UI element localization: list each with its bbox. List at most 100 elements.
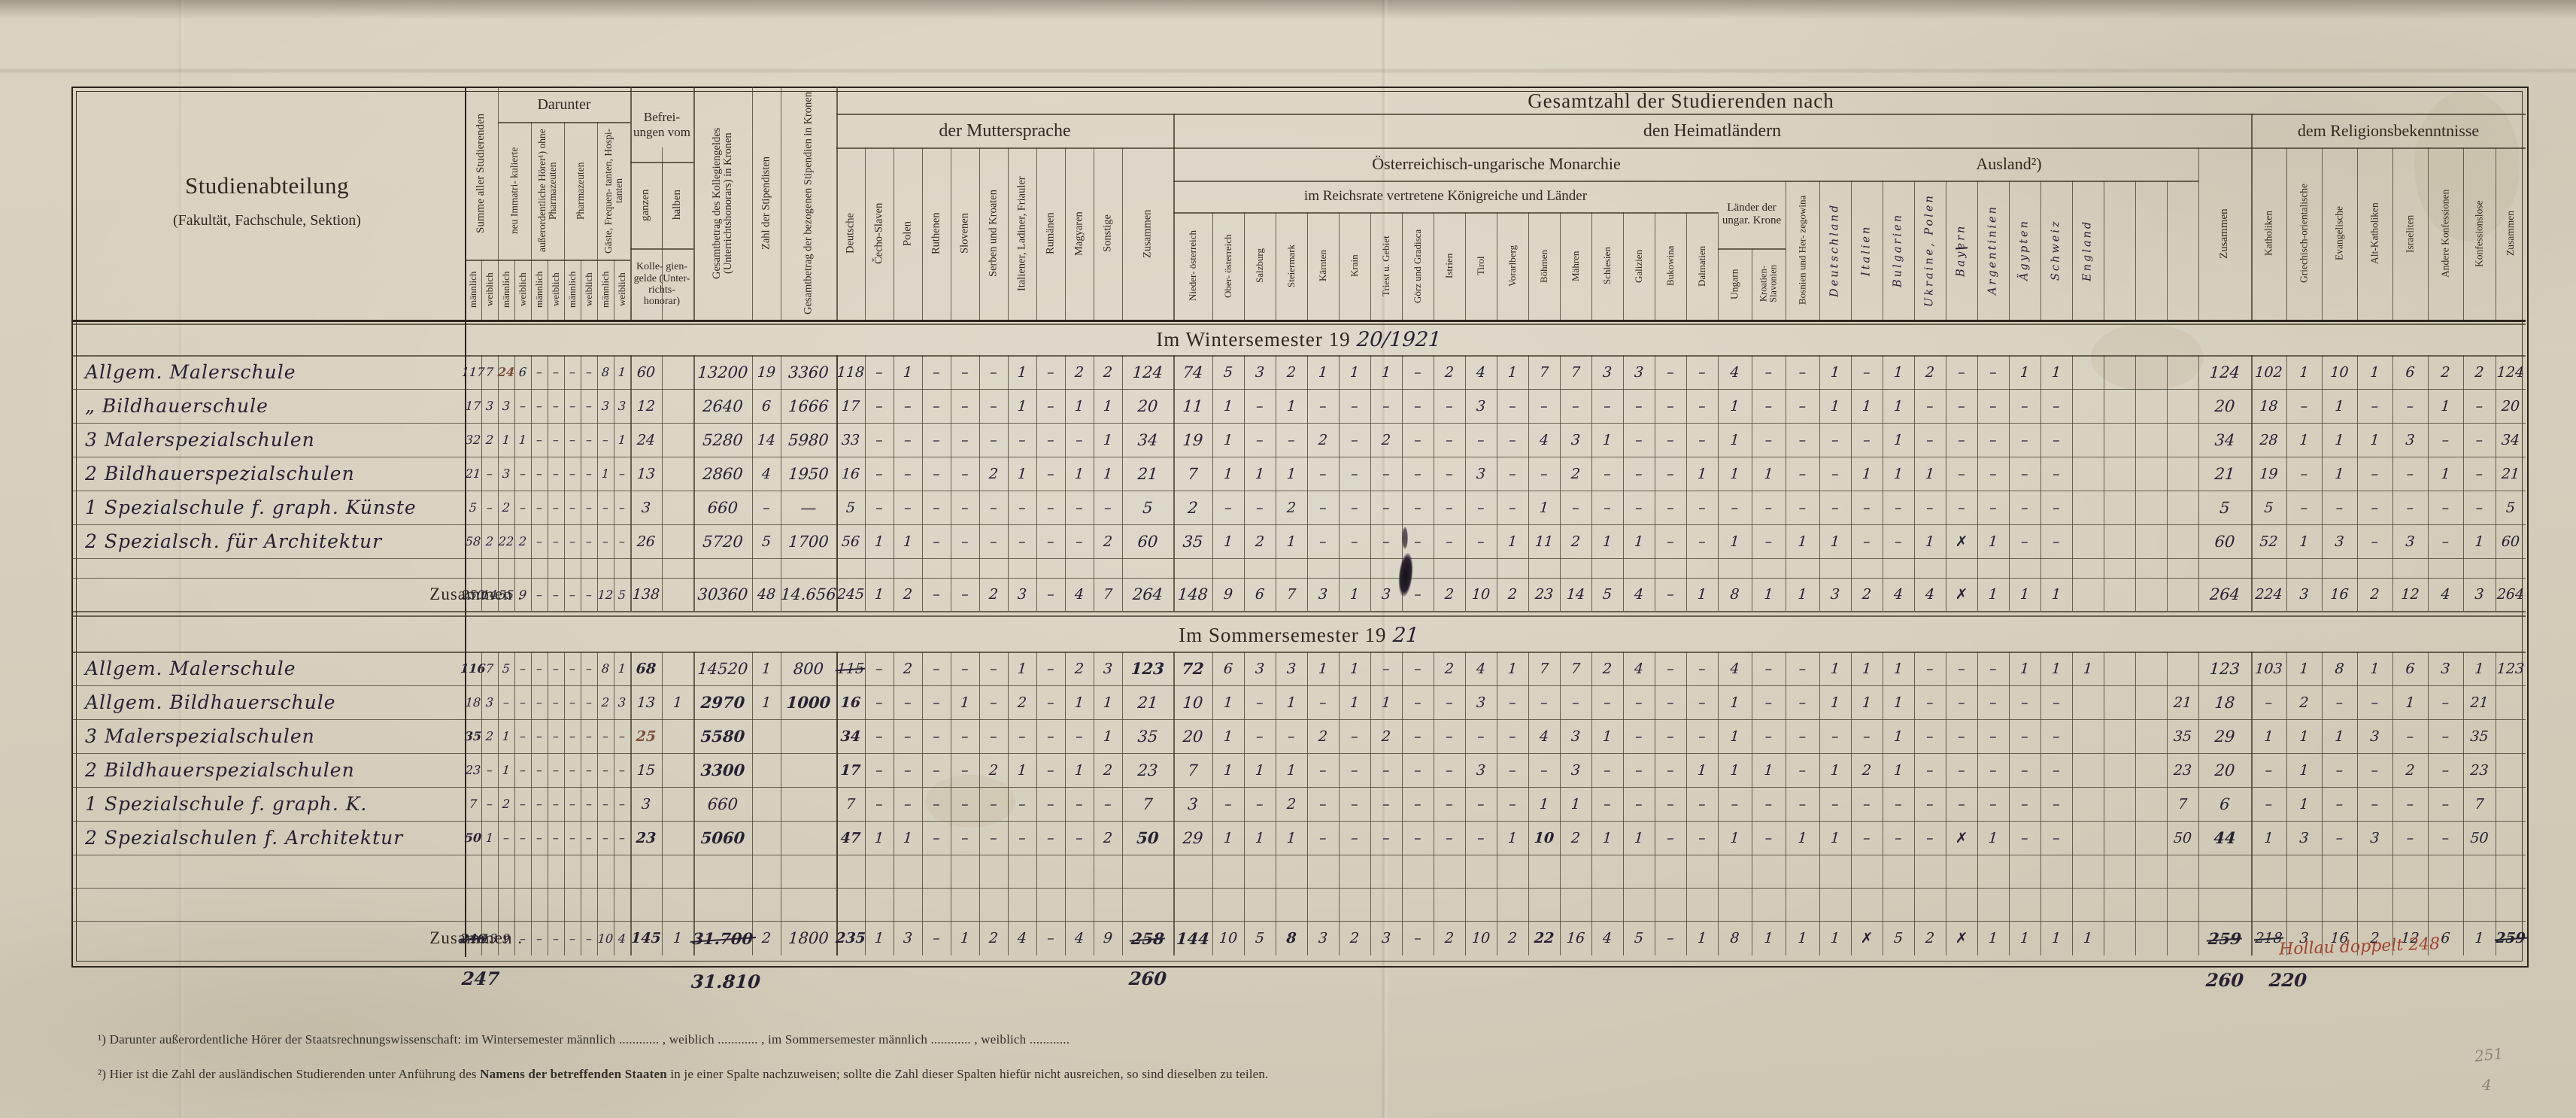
grid-line-vertical [2286,652,2287,955]
grid-line-vertical [2167,355,2168,611]
grid-line-vertical [1173,114,1175,320]
grid-line-vertical [2392,147,2394,320]
muttersprache-heading: der Muttersprache [939,120,1071,141]
grid-line-vertical [1623,652,1624,955]
grid-line-vertical [2428,652,2429,955]
column-label-salzburg: Salzburg [1254,248,1266,284]
grid-line-vertical [2040,181,2042,320]
column-label-serben: Serben und Kroaten [987,190,1000,278]
summer-r6-zus_heim: 44 [2213,828,2237,847]
column-label-cecho: Čecho-Slaven [872,202,885,265]
winter-row-label-4: 2 Bildhauerspezialschulen [85,463,355,485]
summer-row-label-4: 2 Bildhauerspezialschulen [85,759,355,781]
grid-line-vertical [1465,355,1466,611]
grid-line-vertical [1122,147,1124,320]
grid-line-vertical [1819,652,1820,955]
grid-line-vertical [1528,212,1530,320]
summer-zusammen-kg: 31.700 [691,928,754,948]
summer-r1-zus_rel: 123 [2496,660,2525,677]
column-label-argentinien: Argentinien [1986,205,1999,296]
grid-line-vertical [481,260,483,320]
summer-r5-zus_spr: 7 [1142,794,1154,813]
winter-zusammen-label: Zusammen . [429,585,523,603]
winter-row-label-6: 2 Spezialsch. für Architektur [85,530,383,552]
grid-line-vertical [481,355,482,611]
column-label-bulgarien: Bulgarien [1892,212,1904,288]
winter-r2-zus_rel: 20 [2501,397,2520,415]
grid-line-vertical [514,260,516,320]
grid-line-vertical [752,87,754,320]
column-label-griechisch: Griechisch-orientalische [2298,184,2310,284]
winter-r1-kg: 13200 [696,363,749,381]
grid-line-vertical [564,122,566,320]
grid-line-horizontal [71,524,2526,525]
gesamtzahl-heading: Gesamtzahl der Studierenden nach [1528,89,1834,112]
column-label-aegypten: Ägypten [2018,219,2031,281]
winter-r5-kg: 660 [707,498,739,517]
winter-r2-ganz: 12 [636,397,656,415]
summer-r3-konfessionslose: 35 [2469,728,2490,745]
grid-line-vertical [1370,355,1371,611]
grid-line-vertical [2463,652,2464,955]
grid-line-vertical [979,147,981,320]
grid-line-horizontal [71,611,2526,612]
grid-line-vertical [1819,355,1820,611]
grid-line-vertical [1008,355,1009,611]
winter-r3-stip_k: 5980 [787,430,830,449]
column-label-stip_n: Zahl der Stipendisten [760,156,772,251]
column-label-evangelische: Evangelische [2333,206,2345,261]
summer-r3-kg: 5580 [699,727,746,746]
grid-line-vertical [2251,114,2253,320]
winter-zusammen-schweiz: 1 [2051,586,2062,603]
grid-line-vertical [1307,652,1308,955]
column-label-zus_heim: Zusammen [2218,208,2231,259]
grid-line-vertical [1718,652,1719,955]
grid-line-vertical [498,652,499,955]
winter-r1-zus_rel: 124 [2496,363,2525,381]
grid-line-vertical [1402,355,1403,611]
correction-sum-m: 247 [460,968,501,989]
winter-zusammen-zus_heim: 264 [2209,585,2241,603]
grid-line-vertical [1686,355,1687,611]
column-label-katholiken: Katholiken [2262,211,2274,257]
winter-r2-stip_k: 1666 [787,396,830,415]
grid-line-vertical [531,122,532,320]
befreiungen-heading: Befrei- ungen vom [633,110,691,139]
grid-line-vertical [1528,355,1529,611]
winter-row-label-5: 1 Spezialschule f. graph. Künste [85,497,417,518]
grid-line-vertical [693,87,695,320]
grid-line-vertical [1402,652,1403,955]
grid-line-vertical [2009,355,2010,611]
summer-title-printed: Im Sommersemester 19 [1179,623,1387,646]
footnote-2-text: in je einer Spalte nachzuweisen; sollte … [666,1067,1269,1081]
grid-line-vertical [752,652,753,955]
summer-zusammen-stip_k: 1800 [787,929,830,947]
grid-line-vertical [531,355,532,611]
winter-r4-ganz: 13 [636,465,656,482]
summer-r5-zus_heim: 6 [2219,794,2231,813]
column-label-ungarn: Ungarn [1728,269,1740,299]
winter-title-band: Im Wintersemester 19 20/1921 [71,324,2526,354]
summer-title-handwritten-year: 21 [1391,623,1419,647]
grid-line-vertical [2322,652,2323,955]
column-label-zus_spr: Zusammen [1141,209,1154,258]
column-label-aoh_m: männlich [533,271,545,308]
column-group-ph_m: Pharmazeuten [574,162,586,220]
column-label-maehren: Mähren [1570,251,1582,281]
column-label-magyaren: Magyaren [1073,211,1085,256]
grid-line-vertical [1851,181,1852,320]
winter-title-printed: Im Wintersemester 19 [1156,327,1351,351]
grid-line-vertical [2392,652,2393,955]
ungar-krone-heading: Länder der ungar. Krone [1722,201,1782,226]
winter-r2-zus_heim: 20 [2213,396,2236,415]
column-label-andere: Andere Konfessionen [2439,189,2451,278]
summer-r6-kg: 5060 [699,828,746,847]
winter-r5-ganz: 3 [641,499,651,516]
winter-r4-kg: 2860 [702,464,744,483]
winter-r1-stip_k: 3360 [787,363,830,381]
summer-row-label-2: Allgem. Bildhauerschule [85,691,336,713]
grid-line-vertical [1173,652,1175,955]
column-label-triest: Triest u. Gebiet [1380,235,1392,296]
grid-line-vertical [1591,355,1592,611]
